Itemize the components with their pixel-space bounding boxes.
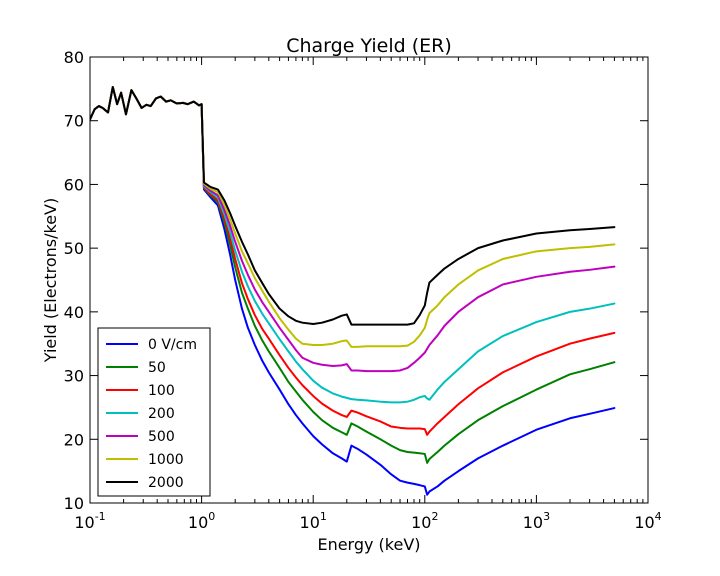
x-tick-label: 104 <box>634 510 661 532</box>
y-tick-label: 60 <box>64 175 84 194</box>
legend-entry-label: 100 <box>148 383 175 399</box>
y-tick-label: 10 <box>64 494 84 513</box>
x-tick-label: 10-1 <box>74 510 105 532</box>
x-axis-label: Energy (keV) <box>317 535 420 554</box>
ticks-layer: 10-1 100 101 102 103 104 10 20 30 40 50 60 70 80 <box>64 48 662 532</box>
legend-entry-label: 0 V/cm <box>148 337 197 353</box>
legend-entry-label: 500 <box>148 429 175 445</box>
legend-entry-label: 1000 <box>148 452 184 468</box>
y-tick-label: 30 <box>64 367 84 386</box>
y-tick-label: 50 <box>64 239 84 258</box>
y-tick-label: 40 <box>64 303 84 322</box>
series-layer <box>90 85 616 496</box>
legend-entry-label: 50 <box>148 360 166 376</box>
y-tick-label: 70 <box>64 112 84 131</box>
x-tick-label: 102 <box>411 510 438 532</box>
series-line-6 <box>90 85 616 326</box>
legend-entry-label: 2000 <box>148 475 184 491</box>
legend: 0 V/cm 50 100 200 500 1000 2000 <box>97 327 211 497</box>
x-tick-label: 101 <box>300 510 327 532</box>
y-tick-label: 20 <box>64 430 84 449</box>
plot-area-frame <box>89 56 649 504</box>
y-tick-label: 80 <box>64 48 84 67</box>
legend-entry-label: 200 <box>148 406 175 422</box>
x-tick-label: 100 <box>188 510 215 532</box>
chart-title: Charge Yield (ER) <box>286 35 452 57</box>
x-tick-label: 103 <box>523 510 550 532</box>
y-axis-label: Yield (Electrons/keV) <box>41 198 60 364</box>
